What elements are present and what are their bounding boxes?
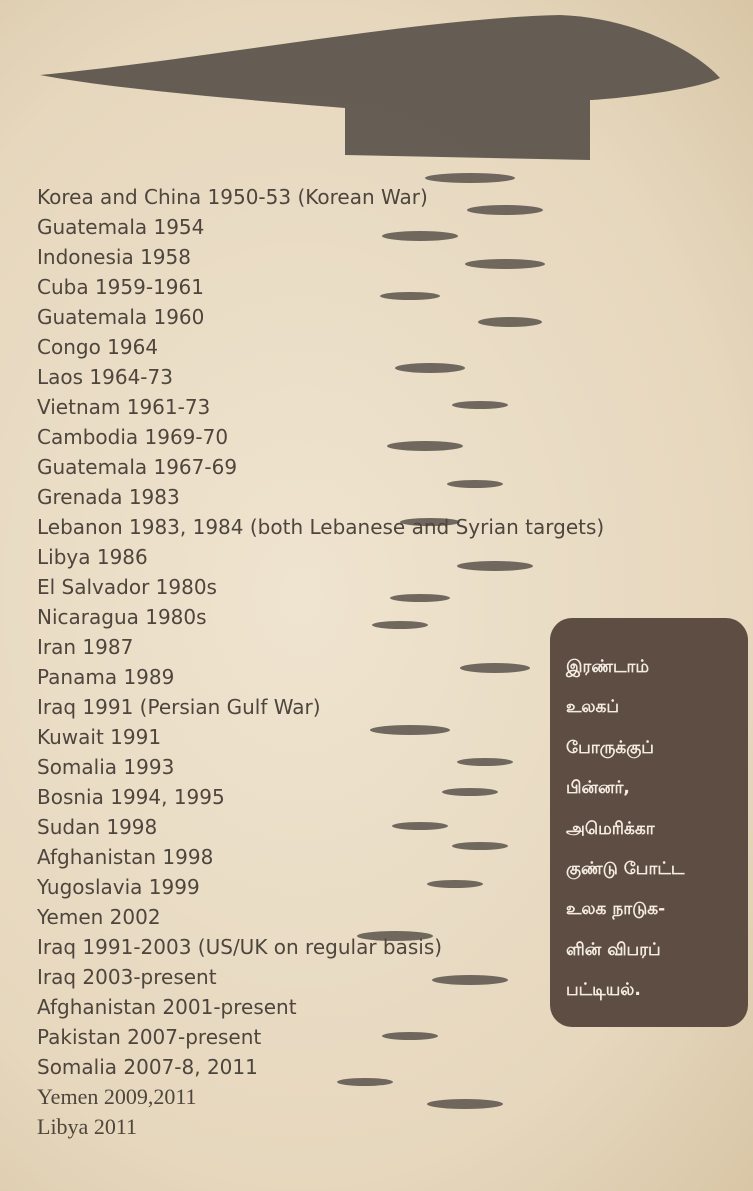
list-item: Congo 1964 — [37, 335, 158, 359]
list-item: Iraq 1991-2003 (US/UK on regular basis) — [37, 935, 442, 959]
caption-line: அமெரிக்கா — [566, 817, 655, 841]
list-item: Bosnia 1994, 1995 — [37, 785, 225, 809]
list-item: Iran 1987 — [37, 635, 133, 659]
bomber — [40, 15, 720, 160]
list-item: Guatemala 1954 — [37, 215, 204, 239]
clipping: Korea and China 1950-53 (Korean War) Guat… — [0, 0, 753, 1191]
list-item: Libya 2011 — [37, 1115, 137, 1139]
list-item: Afghanistan 1998 — [37, 845, 213, 869]
list-item: Laos 1964-73 — [37, 365, 173, 389]
list-item: Somalia 2007-8, 2011 — [37, 1055, 258, 1079]
list-item: Guatemala 1960 — [37, 305, 204, 329]
caption-line: உலகப் — [566, 695, 619, 719]
caption-line: போருக்குப் — [566, 736, 654, 760]
list-item: Libya 1986 — [37, 545, 148, 569]
list-item: Cuba 1959-1961 — [37, 275, 204, 299]
list-item: Indonesia 1958 — [37, 245, 191, 269]
list-item: Kuwait 1991 — [37, 725, 161, 749]
bombs — [337, 173, 545, 1109]
list-item: Somalia 1993 — [37, 755, 174, 779]
list-item: Yemen 2009,2011 — [37, 1085, 197, 1109]
list-item: Yemen 2002 — [37, 905, 161, 929]
caption-line: இரண்டாம் — [566, 655, 649, 679]
caption-line: குண்டு போட்ட — [566, 857, 684, 881]
list-item: Vietnam 1961-73 — [37, 395, 210, 419]
caption-line: பட்டியல். — [566, 978, 641, 1002]
list-item: Grenada 1983 — [37, 485, 180, 509]
list-item: Iraq 2003-present — [37, 965, 217, 989]
caption-line: ளின் விபரப் — [566, 938, 661, 962]
list-item: Panama 1989 — [37, 665, 174, 689]
list-item: Afghanistan 2001-present — [37, 995, 297, 1019]
caption-box: இரண்டாம் உலகப் போருக்குப் பின்னர், அமெரிக்கா… — [550, 618, 748, 1027]
list-item: Guatemala 1967-69 — [37, 455, 237, 479]
list-item: Iraq 1991 (Persian Gulf War) — [37, 695, 321, 719]
list-item: Korea and China 1950-53 (Korean War) — [37, 185, 428, 209]
list-item: Cambodia 1969-70 — [37, 425, 228, 449]
caption-line: உலக நாடுக- — [566, 897, 665, 921]
list-item: Yugoslavia 1999 — [37, 875, 200, 899]
caption-line: பின்னர், — [566, 776, 630, 800]
list-item: Sudan 1998 — [37, 815, 157, 839]
list-item: Nicaragua 1980s — [37, 605, 207, 629]
list-item: Lebanon 1983, 1984 (both Lebanese and Sy… — [37, 515, 604, 539]
list-item: Pakistan 2007-present — [37, 1025, 261, 1049]
list-item: El Salvador 1980s — [37, 575, 217, 599]
